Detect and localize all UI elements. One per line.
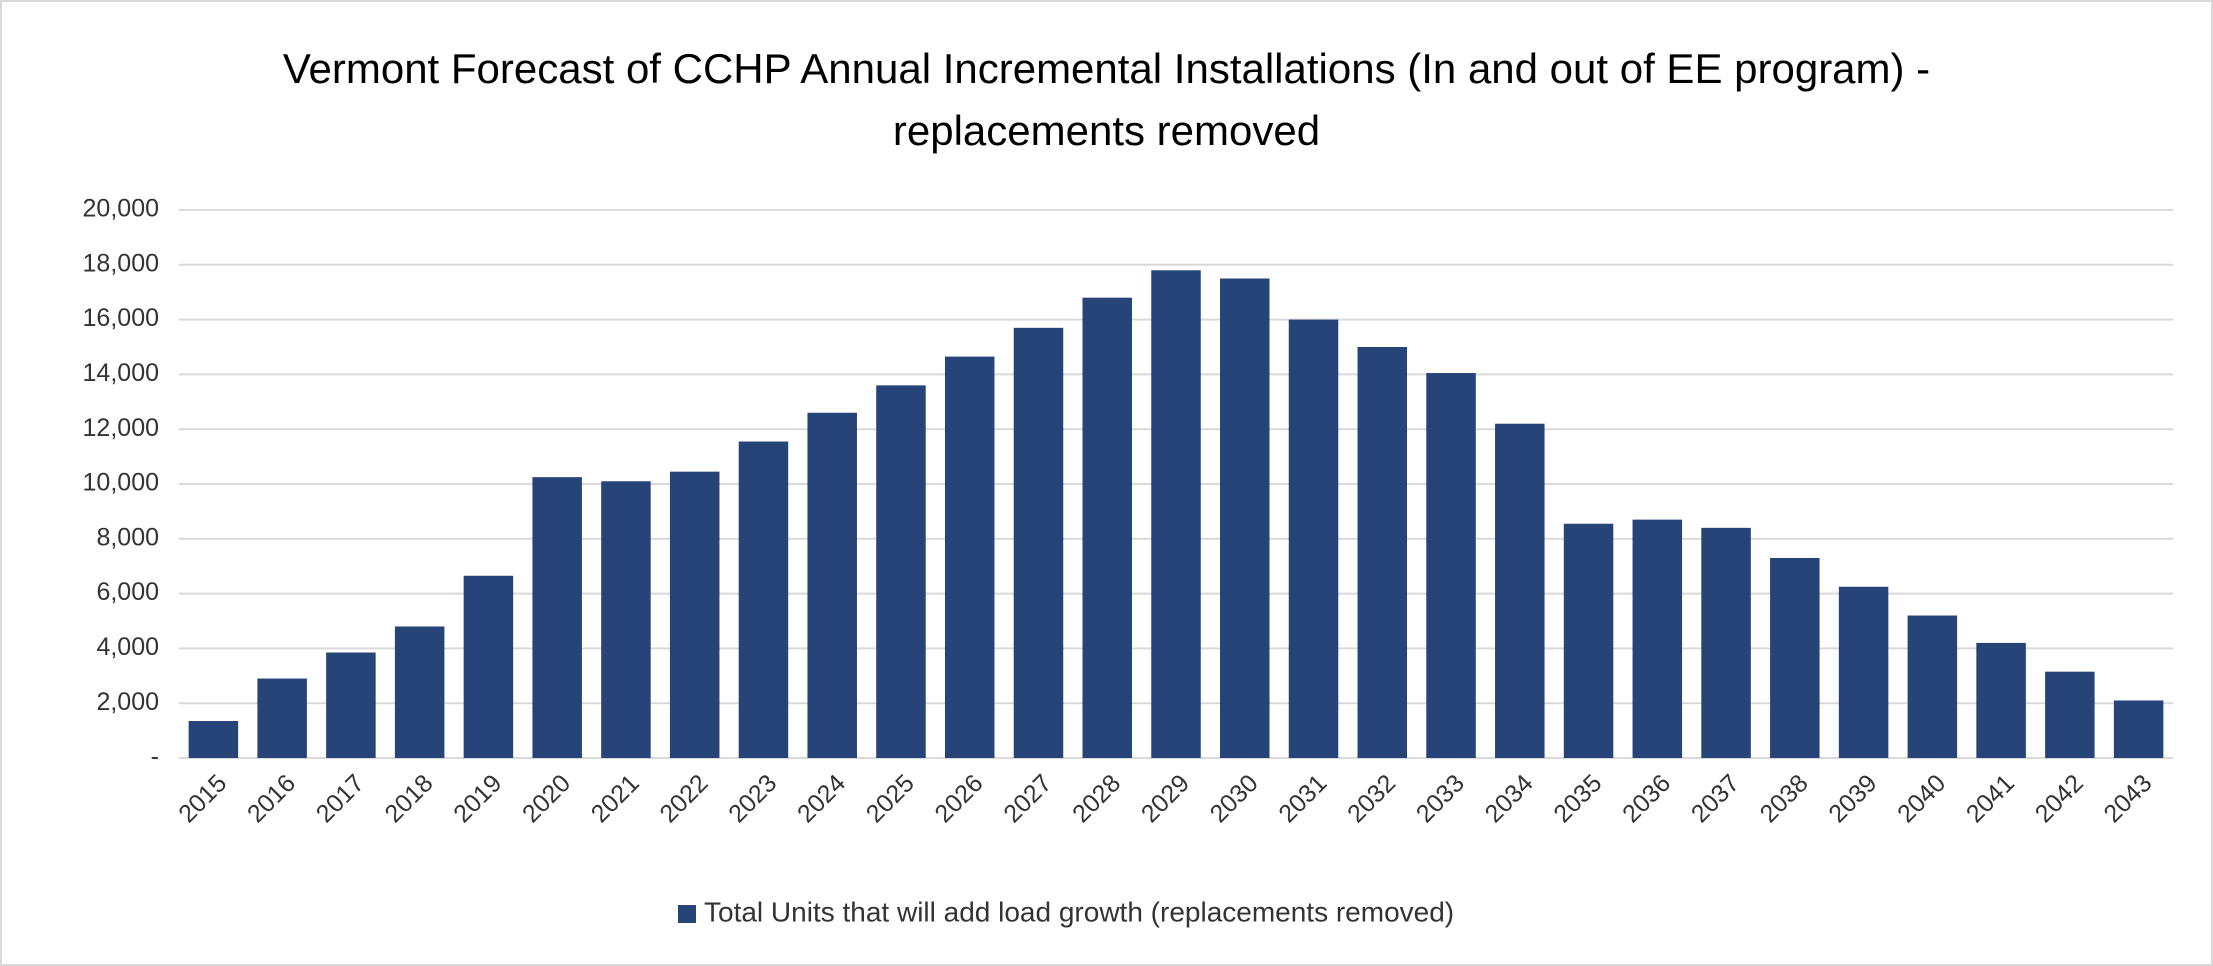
y-tick-label: 14,000 xyxy=(83,359,159,387)
bar xyxy=(1838,586,1889,758)
bar xyxy=(1701,527,1751,758)
bar xyxy=(1563,523,1614,758)
y-tick-label: 8,000 xyxy=(96,523,159,551)
y-tick-label: 20,000 xyxy=(83,195,159,223)
y-tick-label: 10,000 xyxy=(83,469,159,497)
bar xyxy=(876,385,926,758)
bar xyxy=(463,575,514,758)
y-tick-label: 4,000 xyxy=(96,633,159,661)
bar xyxy=(532,477,582,758)
bar xyxy=(1288,319,1339,758)
bar xyxy=(2045,671,2095,758)
chart-title: Vermont Forecast of CCHP Annual Incremen… xyxy=(282,45,1931,154)
y-tick-label: 12,000 xyxy=(83,414,159,442)
bar xyxy=(1632,519,1683,758)
bar xyxy=(1770,557,1820,758)
bar xyxy=(326,652,376,758)
bar xyxy=(394,626,445,758)
bar xyxy=(738,441,789,758)
y-tick-label: 18,000 xyxy=(83,249,159,277)
y-tick-label: - xyxy=(151,743,159,771)
bar xyxy=(1426,373,1476,758)
bar xyxy=(1082,297,1132,758)
bar xyxy=(188,721,239,758)
bar xyxy=(1495,423,1545,758)
bar xyxy=(257,678,307,758)
legend-label: Total Units that will add load growth (r… xyxy=(704,896,1454,927)
bar xyxy=(1976,642,2026,758)
y-tick-label: 6,000 xyxy=(96,578,159,606)
y-tick-label: 16,000 xyxy=(83,304,159,332)
bar xyxy=(1013,327,1064,758)
bar xyxy=(944,356,995,758)
bar xyxy=(2113,700,2164,758)
bar xyxy=(669,471,720,758)
bar xyxy=(601,481,651,758)
bar xyxy=(807,412,857,758)
bar xyxy=(1151,270,1201,758)
legend-swatch xyxy=(678,905,696,923)
bar xyxy=(1907,615,1958,758)
bar xyxy=(1357,347,1408,758)
bar xyxy=(1220,278,1270,758)
y-tick-label: 2,000 xyxy=(96,688,159,716)
